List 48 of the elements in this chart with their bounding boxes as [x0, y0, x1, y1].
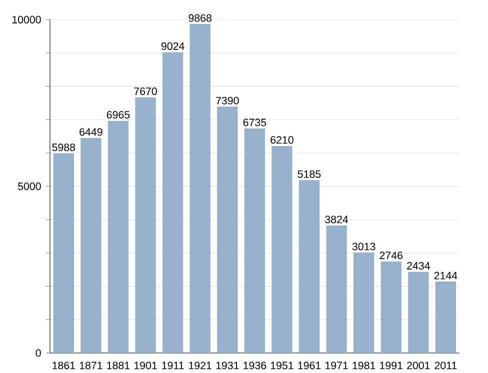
bar — [108, 120, 129, 353]
bar — [217, 106, 238, 353]
data-label: 3013 — [352, 242, 376, 250]
data-label: 7390 — [216, 96, 239, 104]
x-tick-label: 1971 — [325, 362, 348, 370]
data-label: 6449 — [80, 128, 102, 136]
x-tick-label: 1931 — [216, 362, 239, 370]
bar — [435, 282, 456, 353]
data-label: 6965 — [106, 111, 130, 119]
data-label: 5988 — [52, 144, 76, 152]
x-tick-label: 1991 — [380, 362, 402, 370]
bar — [162, 52, 184, 353]
x-tick-label: 1921 — [189, 362, 212, 370]
x-tick-label: 1911 — [162, 362, 184, 370]
bar — [135, 97, 156, 353]
data-label: 5185 — [298, 170, 321, 178]
data-label: 9868 — [188, 14, 212, 22]
x-tick-label: 1951 — [270, 362, 294, 370]
x-tick-label: 1936 — [244, 362, 266, 370]
bar — [298, 180, 320, 353]
bar — [380, 261, 402, 353]
data-label: 2746 — [380, 252, 402, 260]
bar — [326, 226, 347, 353]
bar — [53, 153, 74, 353]
data-label: 7670 — [134, 88, 157, 96]
y-tick-label: 10000 — [12, 16, 41, 24]
bar — [190, 24, 210, 353]
y-tick-label: 0 — [36, 349, 41, 357]
x-tick-label: 2001 — [407, 362, 430, 370]
bar — [353, 252, 374, 353]
x-tick-label: 1881 — [107, 362, 130, 370]
data-label: 3824 — [325, 216, 348, 224]
x-tick-label: 1981 — [352, 362, 376, 370]
x-tick-label: 1961 — [298, 362, 321, 370]
x-tick-label: 1901 — [134, 362, 157, 370]
bar — [408, 272, 429, 353]
data-label: 6735 — [243, 118, 266, 126]
data-label: 2434 — [407, 262, 430, 270]
data-label: 9024 — [161, 42, 184, 50]
bar — [244, 128, 265, 353]
x-tick-label: 1871 — [80, 362, 102, 370]
bar — [80, 138, 102, 353]
x-tick-label: 1861 — [52, 362, 75, 370]
bar — [272, 146, 292, 353]
data-label: 6210 — [270, 136, 294, 144]
y-tick-label: 5000 — [18, 182, 41, 190]
data-label: 2144 — [434, 272, 458, 280]
x-tick-label: 2011 — [434, 362, 457, 370]
